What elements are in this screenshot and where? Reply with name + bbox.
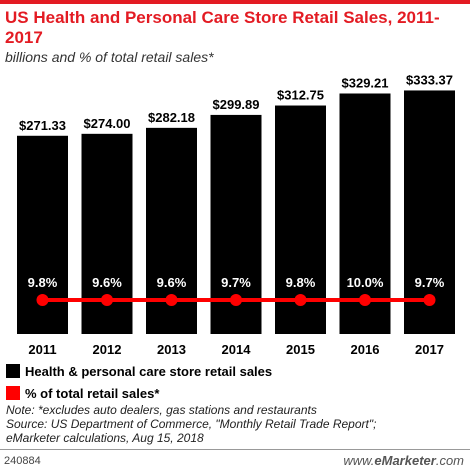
bar-label-2013: $282.18 <box>148 110 195 125</box>
percent-point-2011 <box>36 294 49 306</box>
brand-logo: www.eMarketer.com <box>343 453 464 468</box>
bar-label-2014: $299.89 <box>213 97 260 112</box>
percent-point-2015 <box>294 294 307 306</box>
category-label-2014: 2014 <box>222 342 252 357</box>
bar-label-2015: $312.75 <box>277 88 324 103</box>
percent-label-2014: 9.7% <box>221 275 251 290</box>
brand-suffix: .com <box>435 453 464 468</box>
legend-label-percent: % of total retail sales* <box>25 385 160 401</box>
brand-prefix: www. <box>343 453 375 468</box>
source-line: Source: US Department of Commerce, "Mont… <box>6 417 377 431</box>
percent-label-2015: 9.8% <box>286 275 316 290</box>
category-label-2011: 2011 <box>28 342 56 357</box>
note-line: Note: *excludes auto dealers, gas statio… <box>6 403 317 417</box>
bar-2017 <box>404 90 455 334</box>
bar-label-2017: $333.37 <box>406 72 453 87</box>
category-label-2016: 2016 <box>351 342 380 357</box>
notes: Note: *excludes auto dealers, gas statio… <box>6 403 466 445</box>
category-label-2015: 2015 <box>286 342 315 357</box>
legend-item-percent: % of total retail sales* <box>6 383 272 403</box>
footer-divider <box>0 449 470 450</box>
percent-label-2016: 10.0% <box>347 275 384 290</box>
percent-point-2013 <box>165 294 178 306</box>
chart-title: US Health and Personal Care Store Retail… <box>5 8 440 47</box>
percent-label-2013: 9.6% <box>157 275 187 290</box>
bar-2016 <box>339 93 391 334</box>
brand-name: eMarketer <box>374 453 436 468</box>
legend-label-sales: Health & personal care store retail sale… <box>25 363 273 379</box>
percent-point-2016 <box>359 294 371 306</box>
bar-label-2016: $329.21 <box>342 75 389 90</box>
category-label-2012: 2012 <box>93 342 122 357</box>
bar-labels-group: $271.33 $274.00 $282.18 $299.89 $312.75 $329.… <box>19 72 453 132</box>
chart-subtitle: billions and % of total retail sales* <box>5 49 214 65</box>
bar-line-chart: $271.33 $274.00 $282.18 $299.89 $312.75 $329.… <box>17 72 455 357</box>
category-label-2017: 2017 <box>415 342 444 357</box>
bar-label-2011: $271.33 <box>19 118 66 133</box>
category-labels-group: 2011 2012 2013 2014 2015 2016 2017 <box>28 342 444 357</box>
category-label-2013: 2013 <box>157 342 186 357</box>
percent-label-2011: 9.8% <box>28 275 58 290</box>
percent-line-group <box>36 294 436 306</box>
legend-item-sales: Health & personal care store retail sale… <box>6 361 272 381</box>
percent-point-2014 <box>230 294 242 306</box>
legend-swatch-sales <box>6 364 20 378</box>
percent-label-2012: 9.6% <box>92 275 122 290</box>
source-line-2: eMarketer calculations, Aug 15, 2018 <box>6 431 204 445</box>
percent-labels-group: 9.8% 9.6% 9.6% 9.7% 9.8% 10.0% 9.7% <box>28 275 445 290</box>
bar-label-2012: $274.00 <box>84 116 131 131</box>
percent-point-2017 <box>423 294 436 306</box>
percent-label-2017: 9.7% <box>415 275 445 290</box>
top-accent-bar <box>0 0 470 4</box>
percent-point-2012 <box>101 294 113 306</box>
legend-swatch-percent <box>6 386 20 400</box>
legend: Health & personal care store retail sale… <box>6 361 272 405</box>
chart-id: 240884 <box>4 455 41 467</box>
